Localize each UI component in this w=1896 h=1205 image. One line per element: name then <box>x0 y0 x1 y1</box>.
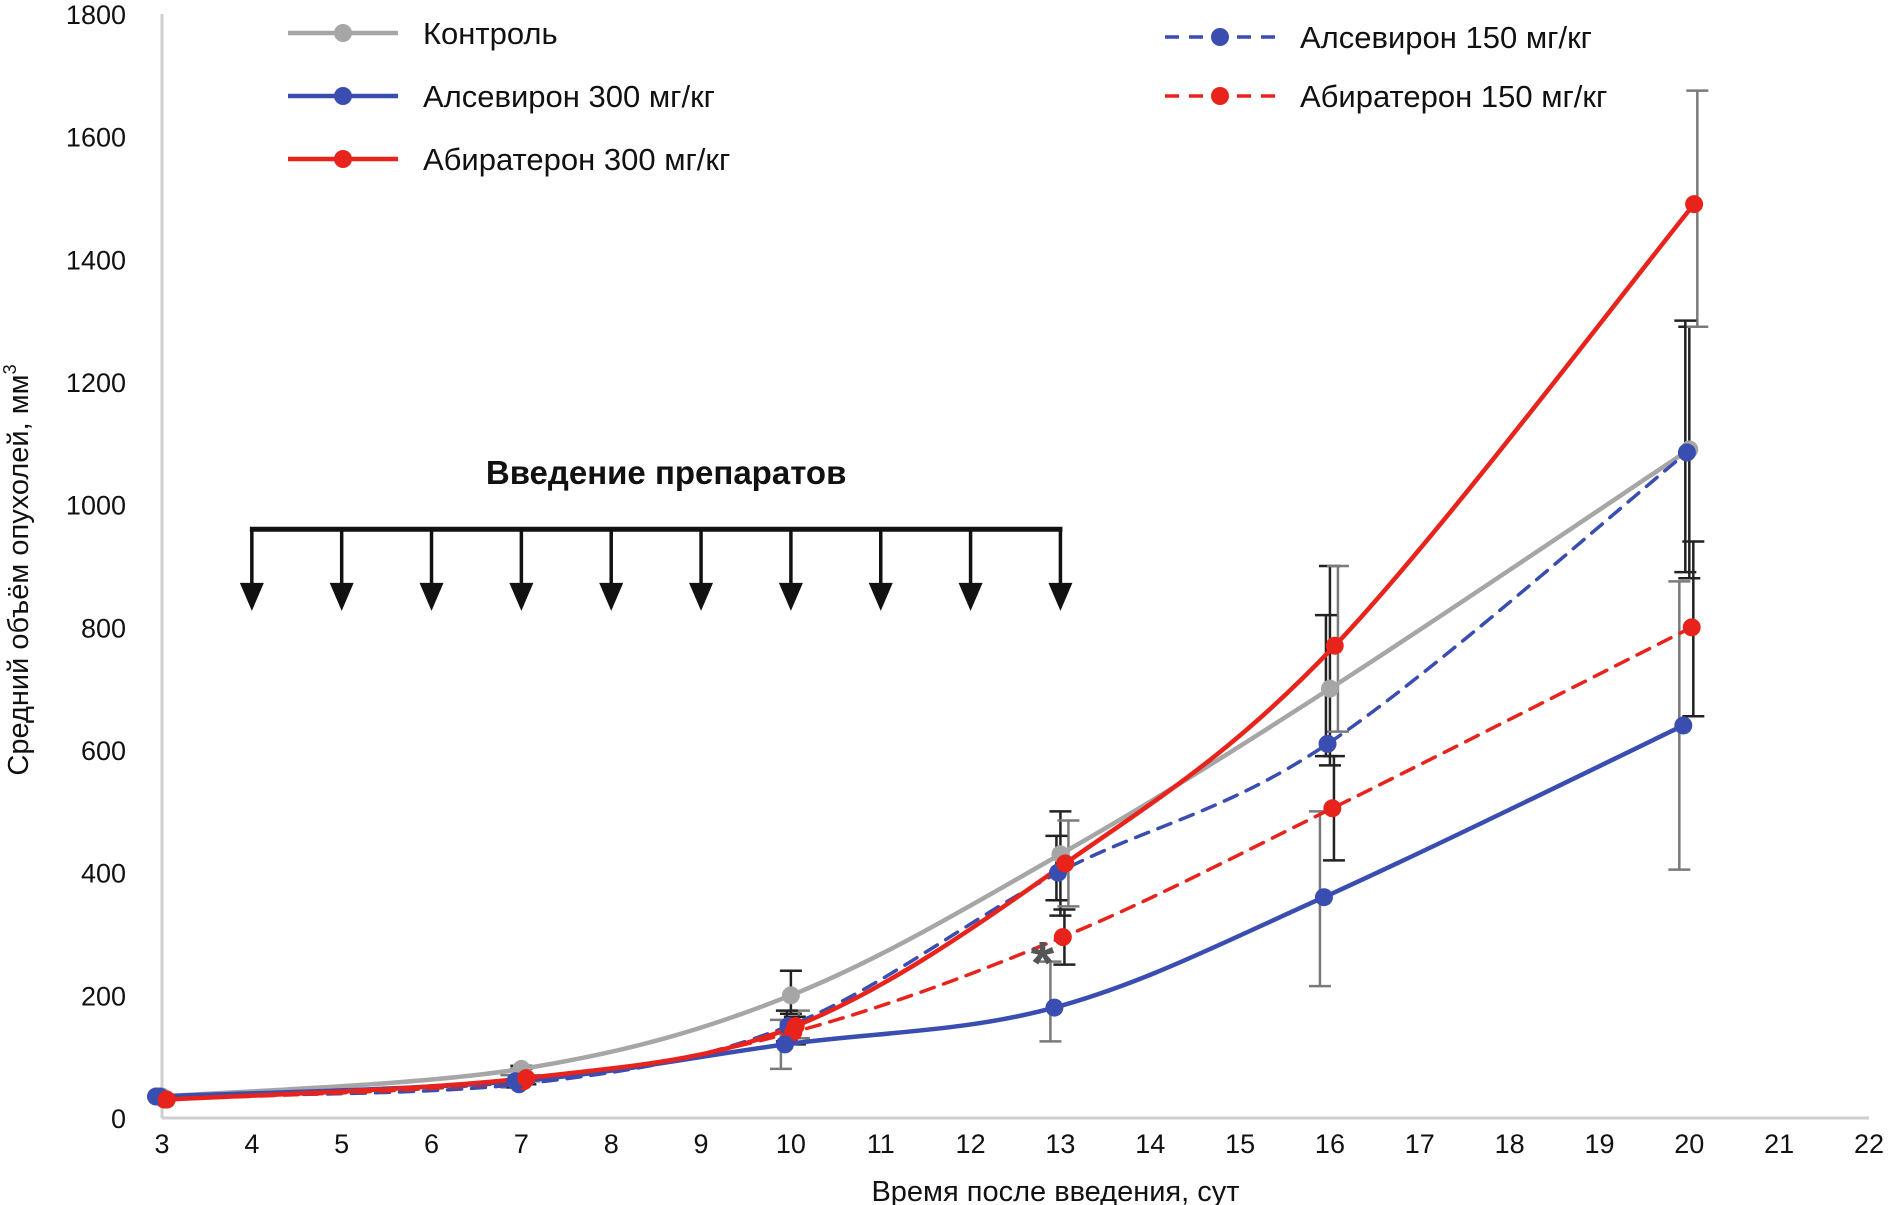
arrow-down-icon <box>419 582 444 611</box>
y-tick-label: 1200 <box>66 368 126 398</box>
y-tick-label: 400 <box>81 859 126 889</box>
legend-item: Контроль <box>288 16 558 51</box>
y-tick-label: 800 <box>81 613 126 643</box>
series-line <box>157 450 1689 1099</box>
series-lines <box>153 201 1697 1102</box>
data-point <box>775 1035 794 1054</box>
legend-swatch-marker <box>1211 28 1229 46</box>
arrow-down-icon <box>868 582 893 611</box>
y-tick-label: 1800 <box>66 0 126 30</box>
series-line <box>159 447 1692 1099</box>
data-point <box>781 986 800 1005</box>
legend-swatch-marker <box>1211 87 1229 105</box>
y-tick-labels: 0 200 400 600 800 1000 1200 1400 1600 1800 <box>66 0 126 1134</box>
legend-swatch-marker <box>334 24 352 42</box>
series-line <box>162 625 1694 1102</box>
x-tick-label: 11 <box>867 1129 895 1159</box>
x-tick-label: 15 <box>1225 1129 1255 1159</box>
x-tick-label: 14 <box>1135 1129 1165 1159</box>
x-tick-label: 8 <box>604 1129 619 1159</box>
axes <box>160 14 1869 1120</box>
data-point <box>1045 998 1064 1017</box>
legend-swatch-marker <box>334 87 352 105</box>
data-point <box>1677 443 1696 462</box>
x-tick-label: 7 <box>514 1129 529 1159</box>
legend-item: Абиратерон 150 мг/кг <box>1165 79 1607 114</box>
arrow-down-icon <box>689 582 714 611</box>
series-line <box>153 723 1686 1099</box>
drug-administration-annotation: Введение препаратов <box>239 454 1073 611</box>
x-tick-label: 19 <box>1584 1129 1614 1159</box>
legend-item: Алсевирон 300 мг/кг <box>288 79 715 114</box>
y-tick-label: 200 <box>81 981 126 1011</box>
data-point <box>1314 888 1333 907</box>
x-tick-label: 22 <box>1854 1129 1884 1159</box>
y-tick-label: 1000 <box>66 491 126 521</box>
data-point <box>1056 854 1075 873</box>
legend-label: Контроль <box>423 16 558 51</box>
legend-label: Абиратерон 300 мг/кг <box>423 142 730 177</box>
x-axis-title: Время после введения, сут <box>871 1176 1239 1205</box>
x-tick-label: 13 <box>1045 1129 1075 1159</box>
data-point <box>517 1069 536 1088</box>
legend-swatch-marker <box>334 150 352 168</box>
x-tick-label: 16 <box>1315 1129 1345 1159</box>
y-tick-label: 600 <box>81 736 126 766</box>
x-tick-labels: 3 4 5 6 7 8 9 10 11 12 13 14 15 16 17 18 19 20 21 22 <box>154 1129 1884 1159</box>
x-tick-label: 6 <box>424 1129 439 1159</box>
legend-label: Алсевирон 300 мг/кг <box>423 79 715 114</box>
asterisk-icon: * <box>1031 930 1055 997</box>
x-tick-label: 18 <box>1495 1129 1525 1159</box>
data-point <box>1053 928 1072 947</box>
data-point <box>1682 618 1701 637</box>
legend: Контроль Алсевирон 300 мг/кг Абиратерон 30… <box>288 16 1607 177</box>
arrow-down-icon <box>329 582 354 611</box>
x-tick-label: 20 <box>1674 1129 1704 1159</box>
x-tick-label: 17 <box>1405 1129 1435 1159</box>
x-tick-label: 4 <box>244 1129 259 1159</box>
x-tick-label: 10 <box>776 1129 806 1159</box>
legend-label: Алсевирон 150 мг/кг <box>1300 20 1592 55</box>
series-points <box>147 195 1704 1109</box>
data-point <box>1318 734 1337 753</box>
drug-administration-label: Введение препаратов <box>486 454 847 491</box>
y-tick-label: 1400 <box>66 245 126 275</box>
y-axis-title-text: Средний объём опухолей, мм <box>3 374 35 775</box>
data-point <box>786 1017 805 1035</box>
series-line <box>164 201 1697 1102</box>
data-point <box>157 1090 176 1109</box>
x-tick-label: 3 <box>154 1129 169 1159</box>
legend-item: Абиратерон 300 мг/кг <box>288 142 730 177</box>
legend-label: Абиратерон 150 мг/кг <box>1300 79 1607 114</box>
y-tick-label: 1600 <box>66 123 126 153</box>
data-point <box>1320 679 1339 698</box>
x-tick-label: 5 <box>334 1129 349 1159</box>
data-point <box>1674 716 1693 735</box>
y-axis-title: Средний объём опухолей, мм3 <box>0 364 35 775</box>
x-tick-label: 9 <box>694 1129 709 1159</box>
arrow-down-icon <box>509 582 534 611</box>
arrow-down-icon <box>778 582 803 611</box>
x-tick-label: 12 <box>956 1129 986 1159</box>
data-point <box>1325 636 1344 655</box>
y-axis-title-superscript: 3 <box>0 364 20 374</box>
arrow-down-icon <box>958 582 983 611</box>
arrow-down-icon <box>239 582 264 611</box>
data-point <box>1685 195 1704 214</box>
x-tick-label: 21 <box>1764 1129 1794 1159</box>
legend-item: Алсевирон 150 мг/кг <box>1165 20 1592 55</box>
arrow-down-icon <box>1048 582 1073 611</box>
data-point <box>1323 799 1342 818</box>
significance-asterisk: * <box>1031 930 1055 997</box>
arrow-down-icon <box>599 582 624 611</box>
y-tick-label: 0 <box>111 1104 126 1134</box>
